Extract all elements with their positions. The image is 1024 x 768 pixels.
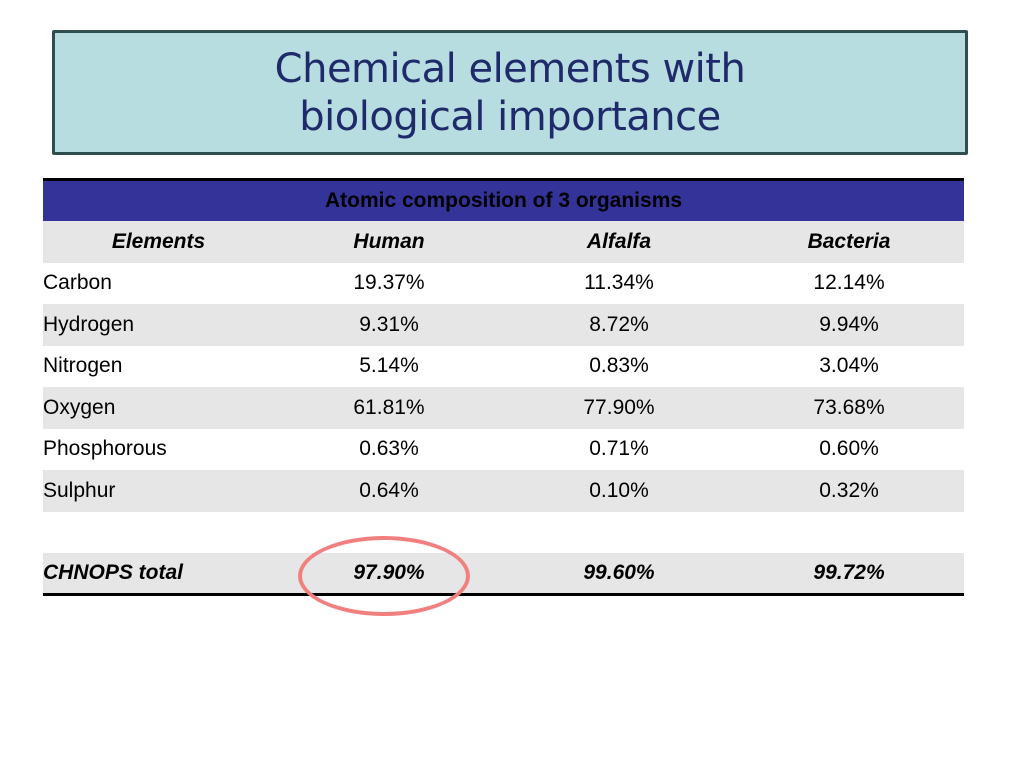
table-row: Sulphur 0.64% 0.10% 0.32% xyxy=(43,470,965,512)
bacteria-value: 9.94% xyxy=(734,304,965,346)
element-name: Oxygen xyxy=(43,387,274,429)
bacteria-value: 0.60% xyxy=(819,437,879,461)
alfalfa-value: 0.71% xyxy=(589,437,649,461)
element-name: Carbon xyxy=(43,271,112,295)
alfalfa-value: 8.72% xyxy=(504,304,734,346)
element-name: Nitrogen xyxy=(43,354,123,378)
alfalfa-value: 77.90% xyxy=(504,387,734,429)
human-value: 19.37% xyxy=(353,271,425,295)
alfalfa-value: 11.34% xyxy=(584,271,654,295)
human-value: 0.64% xyxy=(274,470,504,512)
table-caption: Atomic composition of 3 organisms xyxy=(43,178,965,221)
header-alfalfa: Alfalfa xyxy=(504,221,734,263)
human-value: 9.31% xyxy=(274,304,504,346)
element-name: Hydrogen xyxy=(43,304,274,346)
highlight-ellipse xyxy=(298,536,470,616)
element-name: Sulphur xyxy=(43,470,274,512)
total-bacteria: 99.72% xyxy=(734,553,965,596)
alfalfa-value: 0.83% xyxy=(589,354,649,378)
table-row: Nitrogen 5.14% 0.83% 3.04% xyxy=(43,346,964,388)
element-name: Phosphorous xyxy=(43,437,167,461)
bacteria-value: 73.68% xyxy=(734,387,965,429)
human-value: 5.14% xyxy=(359,354,419,378)
slide-title-line-2: biological importance xyxy=(299,93,721,140)
table-total-row: CHNOPS total 97.90% 99.60% 99.72% xyxy=(43,553,965,596)
composition-table: Atomic composition of 3 organisms Elemen… xyxy=(43,178,965,596)
slide-title-line-1: Chemical elements with xyxy=(274,45,746,92)
table-row: Carbon 19.37% 11.34% 12.14% xyxy=(43,263,964,305)
table-spacer-row xyxy=(43,511,965,553)
total-alfalfa: 99.60% xyxy=(504,553,734,596)
human-value: 61.81% xyxy=(274,387,504,429)
bacteria-value: 12.14% xyxy=(813,271,885,295)
table-caption-row: Atomic composition of 3 organisms xyxy=(43,178,965,221)
header-bacteria: Bacteria xyxy=(734,221,965,263)
total-label: CHNOPS total xyxy=(43,553,274,596)
bacteria-value: 3.04% xyxy=(819,354,879,378)
spacer-cell xyxy=(43,511,965,553)
bacteria-value: 0.32% xyxy=(734,470,965,512)
table-header-row: Elements Human Alfalfa Bacteria xyxy=(43,221,965,263)
slide-title-box: Chemical elements with biological import… xyxy=(52,30,968,155)
human-value: 0.63% xyxy=(359,437,419,461)
table-row: Oxygen 61.81% 77.90% 73.68% xyxy=(43,387,965,429)
table-row: Hydrogen 9.31% 8.72% 9.94% xyxy=(43,304,965,346)
header-human: Human xyxy=(274,221,504,263)
table-row: Phosphorous 0.63% 0.71% 0.60% xyxy=(43,429,964,471)
header-elements: Elements xyxy=(43,221,274,263)
alfalfa-value: 0.10% xyxy=(504,470,734,512)
